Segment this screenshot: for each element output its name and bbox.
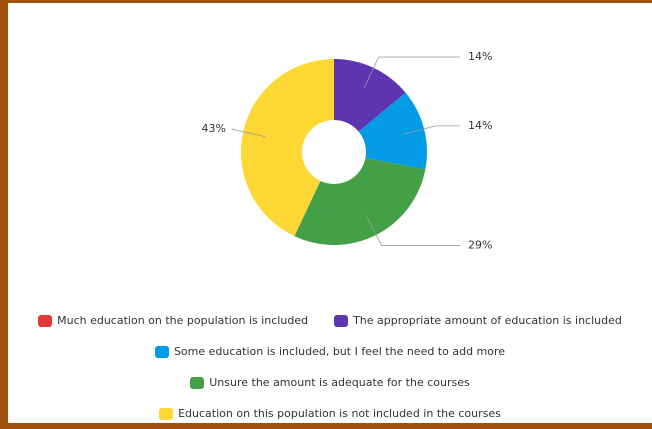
legend-swatch [38,314,53,327]
legend-row: Unsure the amount is adequate for the co… [8,367,652,398]
legend-swatch [334,314,349,327]
legend-item: Much education on the population is incl… [38,314,308,327]
legend-label: Much education on the population is incl… [57,314,309,327]
legend-row: Much education on the population is incl… [8,305,652,336]
legend-swatch [190,376,205,389]
legend-label: Some education is included, but I feel t… [173,345,506,358]
leader-line [231,128,266,138]
legend-label: The appropriate amount of education is i… [353,314,622,327]
chart-panel: 14% 14% 29% 43% Much education on the popul… [8,3,652,423]
legend-label: Education on this population is not incl… [178,407,501,420]
donut-slice [334,59,406,132]
chart: 14% 14% 29% 43% [202,50,493,252]
donut-slice [358,92,427,170]
donut-slice [241,58,334,237]
legend-item: The appropriate amount of education is i… [334,314,622,327]
leader-line [365,214,460,246]
legend-item: Unsure the amount is adequate for the co… [190,376,470,389]
legend-item: Some education is included, but I feel t… [154,345,506,358]
data-label: 43% [202,122,226,135]
data-label: 29% [468,239,492,252]
legend-item: Education on this population is not incl… [159,407,501,420]
data-label: 14% [468,119,492,132]
data-label: 14% [468,50,492,63]
donut-slice [294,157,426,245]
leader-line [402,125,460,135]
legend-swatch [154,345,169,358]
legend-row: Some education is included, but I feel t… [8,336,652,367]
leader-line [363,56,460,89]
legend-row: Education on this population is not incl… [8,398,652,429]
legend: Much education on the population is incl… [8,305,652,429]
legend-label: Unsure the amount is adequate for the co… [209,376,470,389]
legend-swatch [159,407,174,420]
